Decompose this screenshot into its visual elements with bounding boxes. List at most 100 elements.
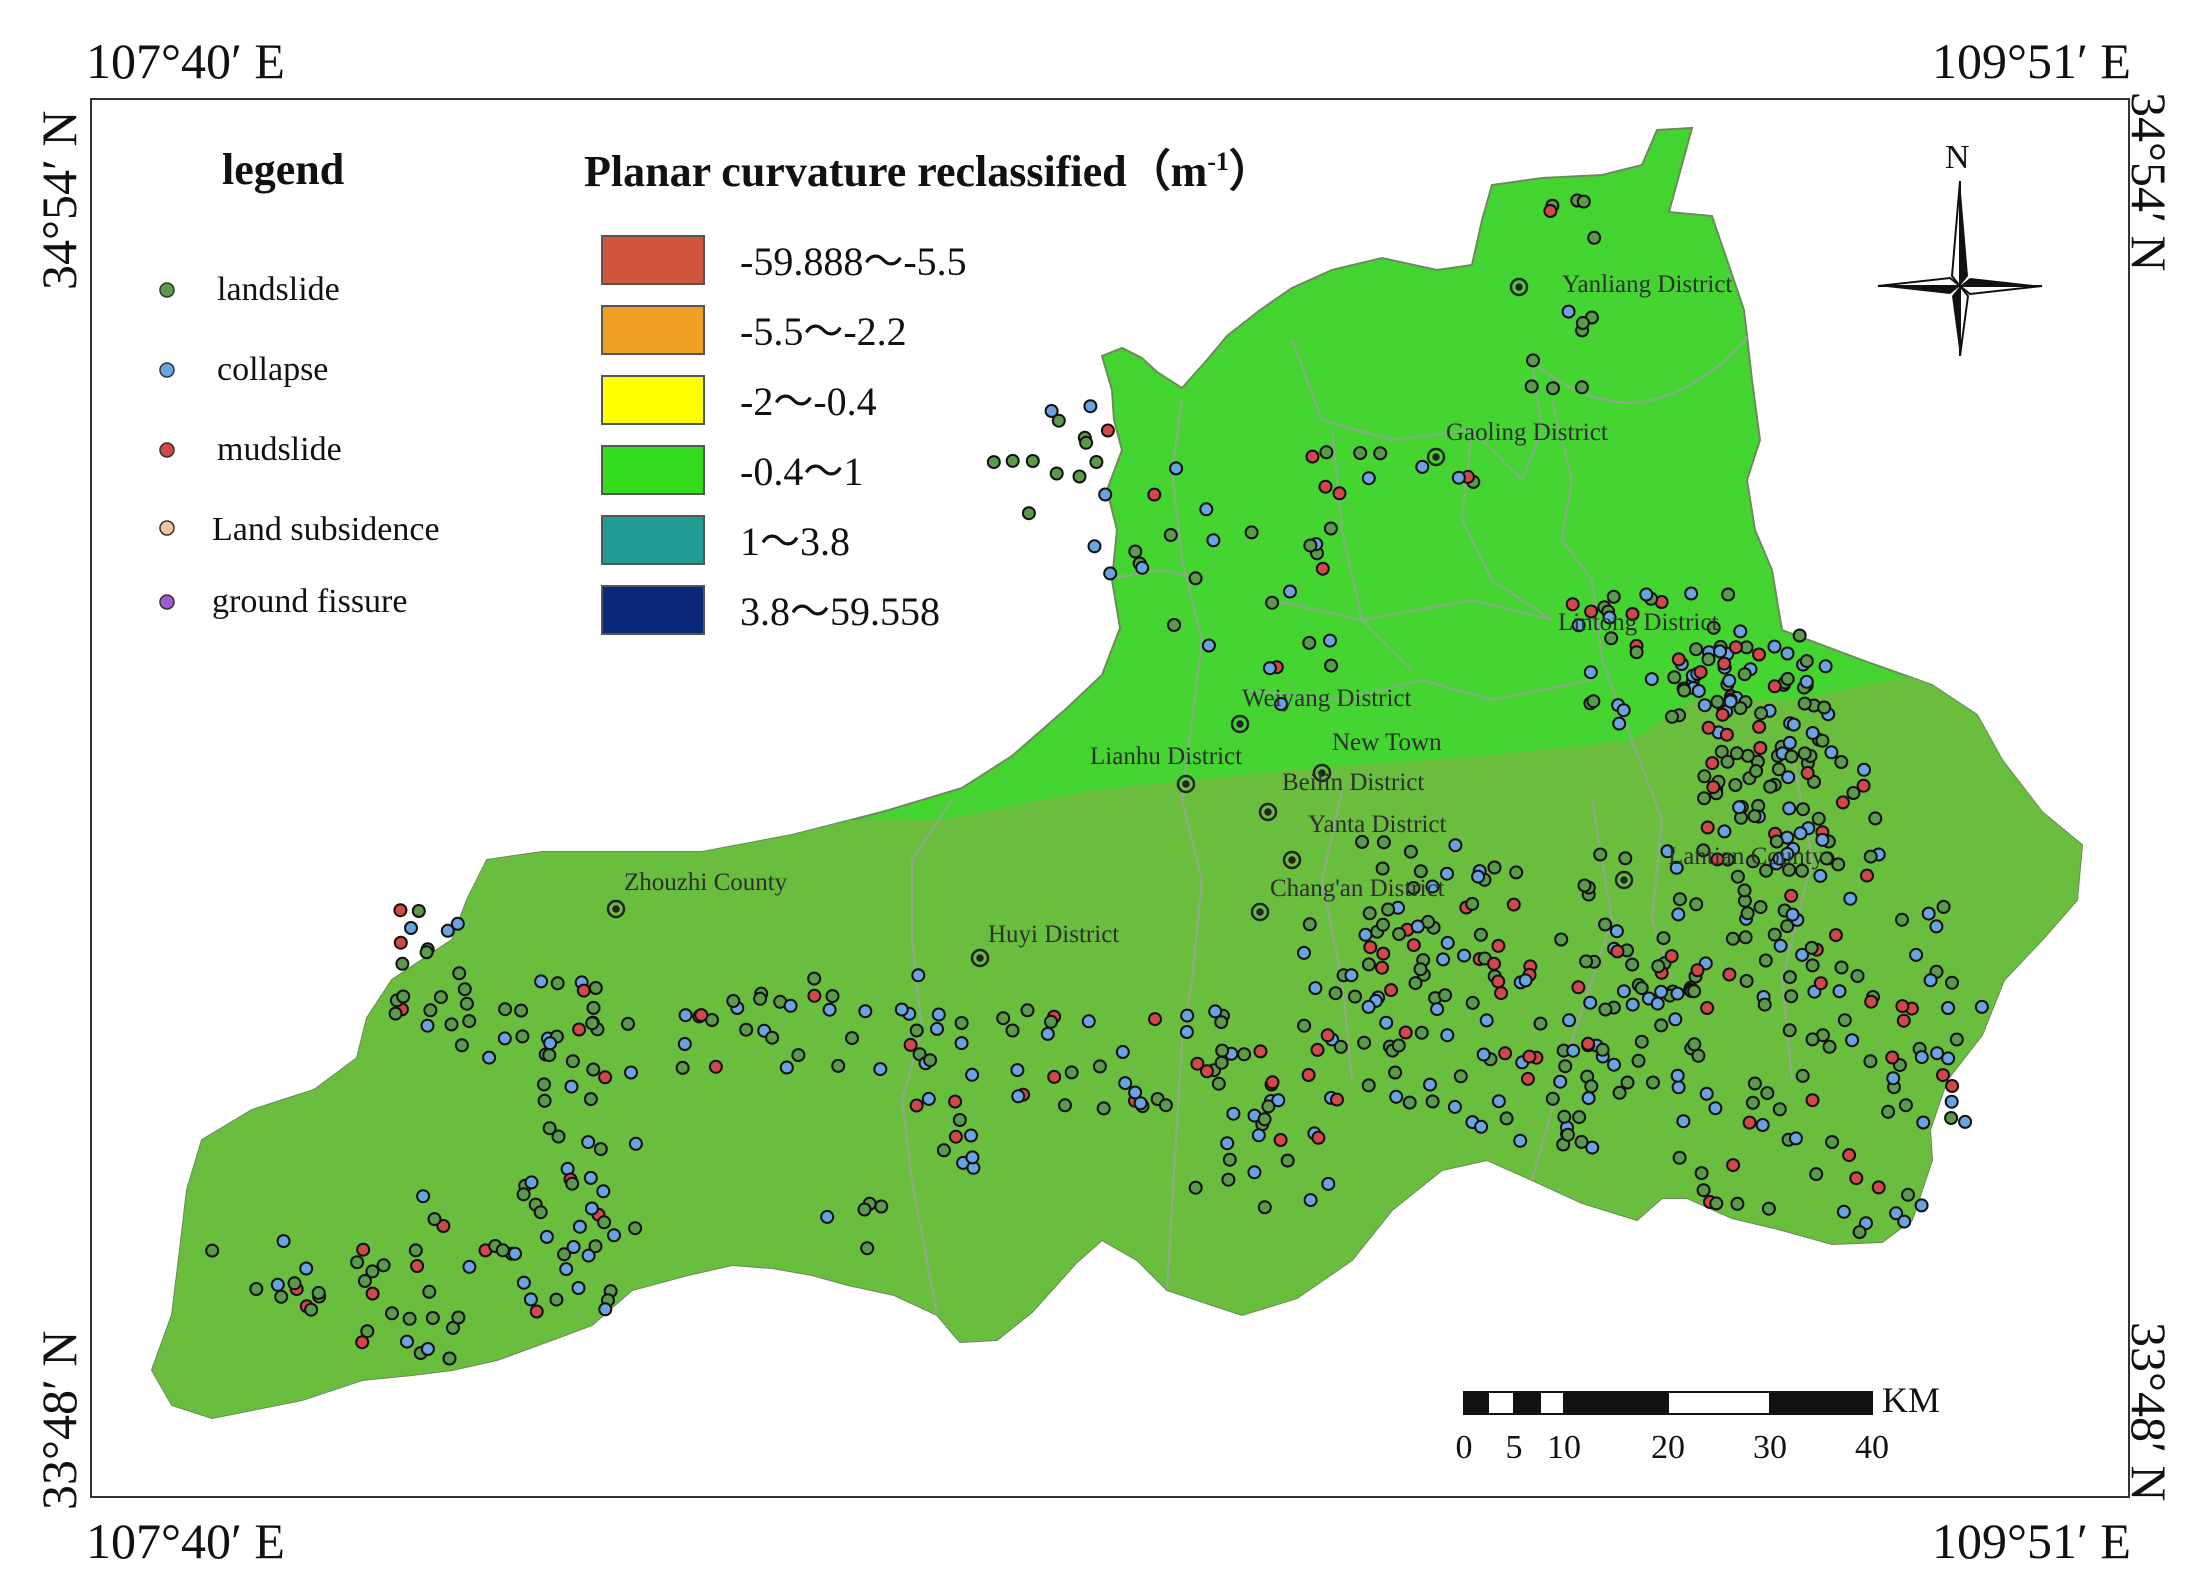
hazard-point: [1487, 860, 1502, 875]
hazard-point: [1828, 928, 1843, 943]
hazard-point: [996, 1011, 1011, 1026]
hazard-point: [1324, 658, 1339, 673]
hazard-point: [1722, 673, 1737, 688]
hazard-point: [304, 1302, 319, 1317]
hazard-point: [1706, 620, 1721, 635]
hazard-point: [1476, 1047, 1491, 1062]
city-marker: [970, 948, 990, 968]
hazard-point: [1083, 399, 1098, 414]
hazard-point: [395, 956, 410, 971]
hazard-points: [205, 193, 1989, 1366]
hazard-point: [986, 455, 1001, 470]
hazard-point: [1487, 956, 1501, 971]
hazard-point: [1237, 1047, 1252, 1062]
hazard-point: [1262, 661, 1277, 676]
hazard-point: [1699, 1086, 1714, 1101]
hazard-point: [1625, 607, 1640, 621]
hazard-point: [583, 1092, 598, 1107]
hazard-point: [1831, 857, 1846, 872]
hazard-point: [1498, 1046, 1513, 1061]
hazard-point: [1784, 888, 1799, 903]
hazard-point: [1100, 423, 1115, 438]
hazard-point: [1725, 931, 1740, 946]
hazard-point: [549, 1292, 564, 1307]
hazard-point: [1824, 745, 1839, 760]
hazard-point: [1618, 851, 1633, 866]
hazard-point: [1200, 1064, 1214, 1079]
hazard-point: [1689, 897, 1704, 912]
hazard-point: [1639, 587, 1654, 602]
hazard-point: [1513, 1133, 1528, 1148]
hazard-point: [1974, 999, 1989, 1014]
hazard-point: [1358, 927, 1373, 942]
coord-left-top: 34°54′ N: [31, 110, 87, 290]
hazard-point: [1676, 1114, 1691, 1129]
hazard-point: [1381, 902, 1396, 917]
hazard-point: [1561, 304, 1576, 319]
hazard-point: [1584, 1079, 1599, 1094]
hazard-point: [350, 1255, 365, 1270]
hazard-point: [1610, 944, 1625, 959]
hazard-point: [1448, 838, 1463, 853]
hazard-point: [482, 1050, 497, 1065]
hazard-point: [1671, 907, 1686, 922]
hazard-point: [495, 1243, 510, 1258]
scale-tick: 5: [1506, 1429, 1523, 1466]
hazard-point: [440, 923, 455, 938]
hazard-point: [584, 1201, 599, 1216]
city-marker: [1312, 763, 1332, 783]
hazard-point: [1868, 811, 1883, 826]
hazard-point: [1208, 1004, 1223, 1019]
hazard-point: [1817, 700, 1832, 715]
hazard-point: [1687, 1037, 1702, 1052]
hazard-point: [857, 1202, 872, 1217]
legend-mudslide-symbol: [159, 442, 175, 458]
city-marker: [1176, 774, 1196, 794]
hazard-point: [1087, 539, 1102, 554]
hazard-point: [931, 1007, 946, 1022]
hazard-point: [1834, 960, 1849, 975]
hazard-point: [1577, 878, 1592, 893]
district-label: Lintong District: [1558, 609, 1718, 636]
hazard-point: [1672, 892, 1687, 907]
hazard-point: [1543, 204, 1558, 218]
hazard-point: [1786, 717, 1801, 732]
hazard-point: [1402, 1095, 1417, 1110]
hazard-point: [1179, 1025, 1194, 1039]
district-label: Gaoling District: [1446, 419, 1608, 446]
hazard-point: [948, 1129, 963, 1144]
north-label: N: [1945, 139, 1970, 176]
hazard-point: [1413, 962, 1428, 977]
hazard-point: [1757, 997, 1772, 1012]
hazard-point: [1697, 791, 1712, 806]
hazard-point: [1607, 1057, 1621, 1072]
hazard-point: [1180, 1008, 1195, 1023]
hazard-point: [1499, 1111, 1514, 1126]
hazard-point: [1836, 1204, 1851, 1219]
hazard-point: [1719, 727, 1734, 742]
hazard-point: [1805, 726, 1820, 740]
hazard-point: [1465, 896, 1480, 911]
hazard-point: [1717, 656, 1732, 671]
city-marker: [1230, 714, 1250, 734]
hazard-point: [1353, 446, 1368, 460]
hazard-point: [1793, 826, 1808, 841]
hazard-point: [1355, 834, 1370, 849]
hazard-point: [1413, 864, 1428, 879]
hazard-point: [1584, 604, 1599, 619]
hazard-point: [911, 968, 926, 983]
hazard-point: [1391, 1038, 1406, 1053]
hazard-point: [1815, 832, 1830, 847]
hazard-point: [1780, 671, 1795, 686]
hazard-point: [550, 976, 565, 991]
hazard-point: [930, 1021, 944, 1036]
class-label: 1～3.8: [740, 519, 850, 564]
hazard-point: [1901, 1187, 1915, 1202]
hazard-point: [596, 1184, 611, 1199]
hazard-point: [1795, 1068, 1810, 1083]
hazard-point: [459, 996, 474, 1011]
hazard-point: [952, 1113, 967, 1127]
hazard-point: [1440, 935, 1455, 950]
hazard-point: [1720, 754, 1735, 769]
hazard-point: [1491, 938, 1506, 953]
